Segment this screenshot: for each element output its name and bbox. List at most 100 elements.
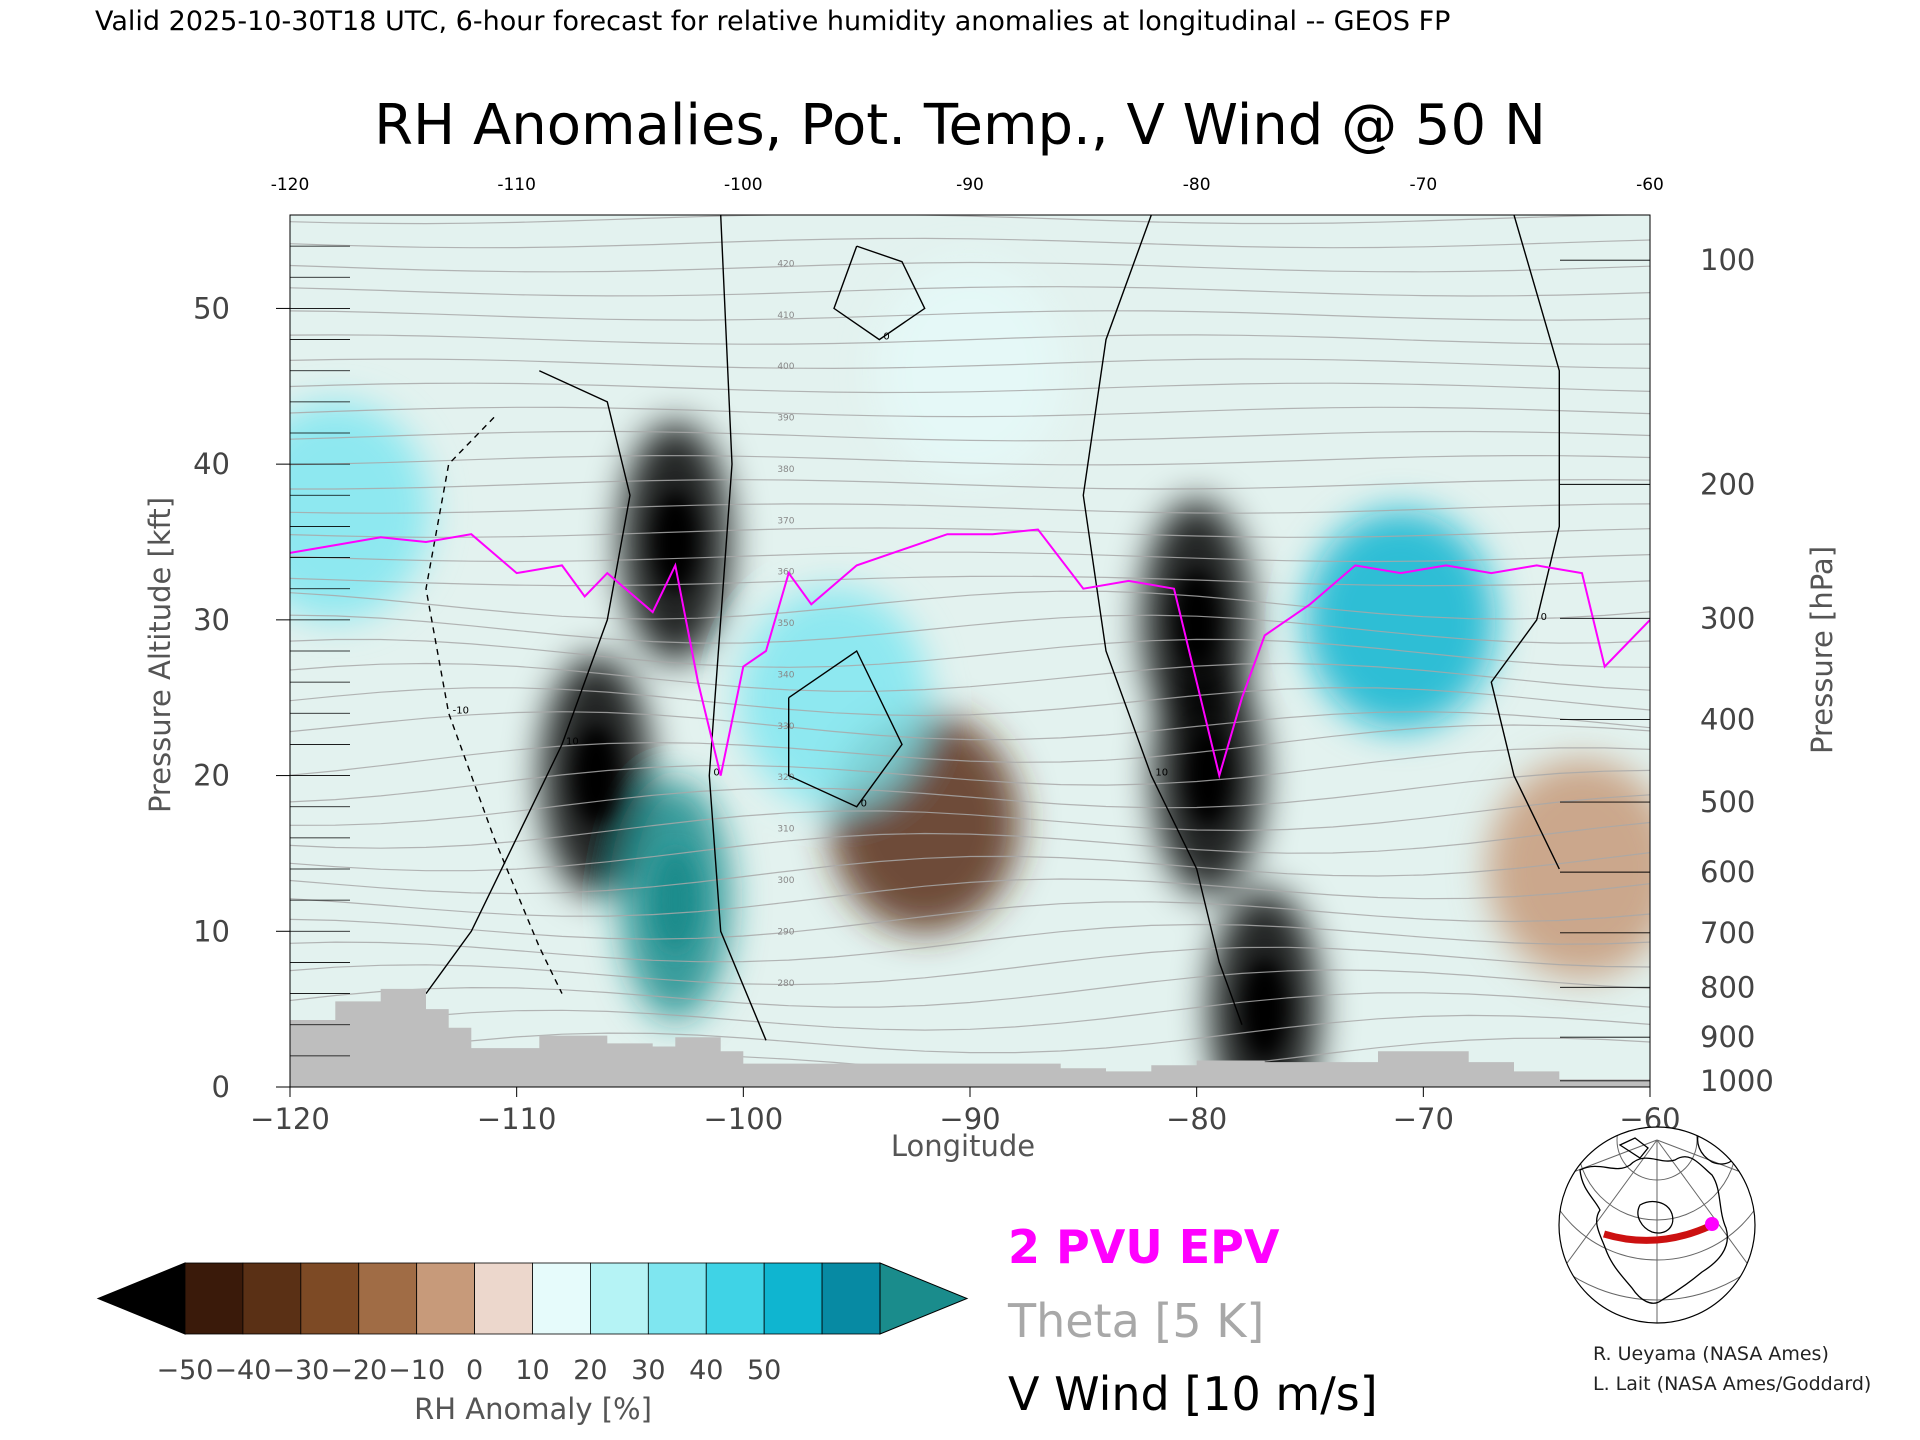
theta-label: 300 (777, 876, 794, 886)
theta-contour (290, 969, 1650, 1008)
colorbar-swatch (416, 1262, 475, 1335)
y-tick-label: 10 (193, 914, 230, 948)
epv-line (290, 528, 1650, 780)
theta-contour (290, 527, 1650, 538)
theta-contour (290, 946, 1650, 986)
top-tick-label: -90 (956, 175, 984, 195)
pressure-tick-label: 800 (1700, 970, 1755, 1004)
colorbar-swatch (242, 1262, 302, 1335)
pressure-tick-label: 100 (1700, 243, 1755, 277)
v-wind-label: 0 (883, 332, 889, 343)
colorbar-tick-label: −10 (388, 1355, 445, 1386)
theta-label: 280 (777, 979, 794, 989)
colorbar-tick-label: 20 (573, 1355, 607, 1386)
theta-label: 310 (777, 825, 794, 835)
pressure-tick-label: 1000 (1700, 1064, 1774, 1098)
top-tick-label: -70 (1409, 175, 1437, 195)
pressure-tick-label: 700 (1700, 916, 1755, 950)
v-wind-label: 10 (566, 736, 579, 747)
colorbar-label: RH Anomaly [%] (414, 1392, 652, 1426)
colorbar-tick-label: 40 (689, 1355, 723, 1386)
rh-core (1242, 959, 1287, 1060)
theta-label: 380 (777, 465, 794, 475)
v-wind-contour (788, 649, 903, 808)
theta-label: 340 (777, 670, 794, 680)
map-marker (1705, 1217, 1719, 1231)
v-wind-contour (833, 245, 926, 341)
y-tick-label: 20 (193, 759, 230, 793)
colorbar-swatch (821, 1262, 881, 1335)
chart-title: RH Anomalies, Pot. Temp., V Wind @ 50 N (374, 93, 1546, 158)
theta-contour (290, 821, 1650, 872)
colorbar: −50 −40 −30 −20 −10 0 10 20 30 40 50 (96, 1262, 969, 1386)
legend-vwind: V Wind [10 m/s] (1008, 1367, 1378, 1421)
theta-contour (290, 261, 1650, 273)
x-tick-label: −70 (1393, 1102, 1454, 1136)
colorbar-tick-label: 50 (747, 1355, 781, 1386)
x-tick-label: −120 (250, 1102, 330, 1136)
theta-label: 320 (777, 773, 794, 783)
colorbar-swatch (763, 1262, 823, 1335)
rh-blobs (290, 260, 1650, 1087)
v-wind-label: 0 (861, 799, 867, 810)
theta-contour (290, 901, 1650, 940)
pressure-tick-label: 200 (1700, 467, 1755, 501)
top-tick-label: -120 (271, 175, 310, 195)
x-tick-label: −80 (1166, 1102, 1227, 1136)
colorbar-tick-label: 0 (466, 1355, 483, 1386)
theta-contour (290, 575, 1650, 587)
plot-area: 280 290 300 310 320 330 340 350 360 370 380 390 400 4… (290, 215, 1650, 1087)
theta-contour (290, 724, 1650, 776)
y-axis-label: Pressure Altitude [kft] (143, 497, 177, 813)
theta-contour (290, 358, 1650, 370)
pressure-axis-ticks: 100 200 300 400 500 600 700 800 900 1000 (1560, 243, 1774, 1098)
colorbar-swatch (705, 1262, 765, 1335)
valid-line: Valid 2025-10-30T18 UTC, 6-hour forecast… (95, 6, 1450, 37)
theta-contour (290, 286, 1650, 297)
colorbar-swatch (474, 1262, 533, 1335)
theta-contour (290, 794, 1650, 849)
rh-core (574, 725, 618, 826)
top-tick-label: -60 (1636, 175, 1664, 195)
legend-epv: 2 PVU EPV (1008, 1220, 1280, 1274)
theta-label: 390 (777, 414, 794, 424)
top-axis-ticks: -120 -110 -100 -90 -80 -70 -60 (271, 175, 1664, 195)
rh-region (1305, 509, 1496, 730)
locator-map (1558, 1126, 1756, 1324)
colorbar-swatch (590, 1262, 649, 1335)
theta-contour (290, 711, 1650, 741)
y-tick-label: 40 (193, 447, 230, 481)
rh-core (653, 850, 698, 951)
theta-contour (290, 923, 1650, 963)
credit-line-1: R. Ueyama (NASA Ames) (1593, 1343, 1829, 1365)
rh-region (1487, 759, 1650, 979)
theta-contour (290, 215, 1650, 225)
theta-contour (290, 503, 1650, 514)
x-axis-label: Longitude (891, 1129, 1035, 1163)
pressure-tick-label: 300 (1700, 601, 1755, 635)
colorbar-tick-label: 10 (515, 1355, 549, 1386)
top-tick-label: -80 (1183, 175, 1211, 195)
rh-region (290, 400, 431, 621)
pressure-tick-label: 900 (1700, 1020, 1755, 1054)
v-wind-label: -10 (453, 705, 469, 716)
theta-label: 370 (777, 516, 794, 526)
theta-contour (290, 1014, 1650, 1063)
theta-contour (290, 237, 1650, 249)
y-axis-ticks: 0 10 20 30 40 50 (193, 214, 350, 1104)
theta-contour (290, 479, 1650, 490)
theta-contour (290, 614, 1650, 644)
colorbar-tick-label: −30 (272, 1355, 329, 1386)
rh-region (875, 260, 1065, 481)
v-wind-label: 10 (1155, 768, 1168, 779)
rh-anomaly-field (290, 260, 1650, 1087)
legend-theta: Theta [5 K] (1007, 1294, 1264, 1348)
theta-contour (290, 769, 1650, 826)
v-wind-contour (1082, 215, 1243, 1025)
x-tick-label: −110 (477, 1102, 557, 1136)
theta-contour (290, 662, 1650, 692)
theta-contour (290, 430, 1650, 442)
epv-2pvu-line (290, 528, 1650, 780)
top-tick-label: -110 (497, 175, 536, 195)
